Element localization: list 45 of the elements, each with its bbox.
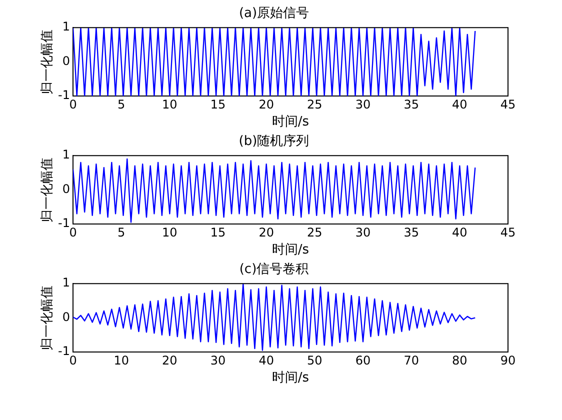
x-axis-title: 时间/s — [272, 114, 310, 130]
y-tick-label: -1 — [58, 344, 70, 358]
x-tick-label: 35 — [404, 225, 419, 240]
x-tick-label: 10 — [114, 353, 129, 368]
x-tick-label: 5 — [118, 225, 126, 240]
y-tick-label: 1 — [62, 20, 70, 34]
x-tick-label: 5 — [118, 97, 126, 112]
x-tick-label: 60 — [355, 353, 371, 368]
y-tick-label: -1 — [58, 216, 70, 230]
y-axis-title: 归一化幅值 — [40, 285, 56, 350]
x-tick-label: 30 — [210, 353, 226, 368]
x-tick-label: 40 — [258, 353, 274, 368]
y-axis-title: 归一化幅值 — [40, 29, 56, 94]
chart-title: (b)随机序列 — [238, 133, 310, 150]
chart-title: (c)信号卷积 — [239, 262, 309, 278]
x-tick-label: 15 — [210, 225, 226, 240]
x-tick-label: 20 — [258, 225, 274, 240]
y-axis-title: 归一化幅值 — [40, 157, 56, 222]
y-tick-label: 0 — [62, 310, 70, 324]
x-tick-label: 35 — [404, 97, 419, 112]
y-tick-label: 1 — [62, 148, 70, 162]
x-tick-label: 30 — [355, 225, 371, 240]
x-tick-label: 20 — [162, 353, 178, 368]
x-tick-label: 20 — [258, 97, 274, 112]
x-tick-label: 70 — [404, 353, 419, 368]
x-tick-label: 45 — [500, 225, 516, 240]
x-tick-label: 15 — [210, 97, 226, 112]
x-tick-label: 25 — [307, 225, 322, 240]
x-axis-title: 时间/s — [272, 242, 310, 258]
y-tick-label: -1 — [58, 88, 70, 102]
x-axis-title: 时间/s — [272, 370, 310, 386]
x-tick-label: 50 — [307, 353, 322, 368]
x-tick-label: 25 — [307, 97, 322, 112]
x-tick-label: 30 — [355, 97, 371, 112]
y-tick-label: 0 — [62, 54, 70, 68]
x-tick-label: 10 — [162, 225, 178, 240]
x-tick-label: 45 — [500, 97, 516, 112]
y-tick-label: 0 — [62, 182, 70, 196]
x-tick-label: 90 — [500, 353, 516, 368]
y-tick-label: 1 — [62, 276, 70, 290]
x-tick-label: 40 — [452, 97, 468, 112]
x-tick-label: 10 — [162, 97, 178, 112]
chart-title: (a)原始信号 — [238, 6, 310, 22]
x-tick-label: 80 — [452, 353, 468, 368]
x-tick-label: 40 — [452, 225, 468, 240]
